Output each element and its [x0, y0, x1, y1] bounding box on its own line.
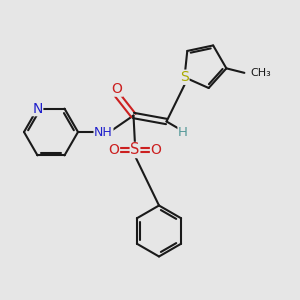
Text: O: O — [109, 143, 119, 157]
Text: NH: NH — [94, 125, 113, 139]
Text: N: N — [32, 102, 43, 116]
Text: H: H — [178, 125, 188, 139]
Text: O: O — [112, 82, 122, 96]
Text: S: S — [180, 70, 189, 84]
Text: CH₃: CH₃ — [250, 68, 271, 78]
Text: O: O — [151, 143, 161, 157]
Text: S: S — [130, 142, 140, 158]
